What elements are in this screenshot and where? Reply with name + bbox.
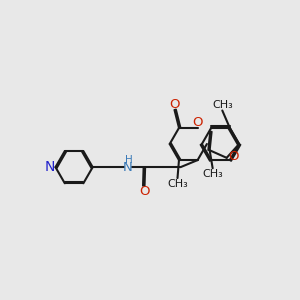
Text: CH₃: CH₃ <box>202 169 223 179</box>
Text: O: O <box>228 150 238 163</box>
Text: CH₃: CH₃ <box>212 100 233 110</box>
Text: O: O <box>139 185 150 198</box>
Text: H: H <box>125 155 133 165</box>
Text: O: O <box>192 116 203 129</box>
Text: N: N <box>123 161 133 174</box>
Text: N: N <box>44 160 55 174</box>
Text: O: O <box>169 98 180 111</box>
Text: CH₃: CH₃ <box>167 178 188 188</box>
